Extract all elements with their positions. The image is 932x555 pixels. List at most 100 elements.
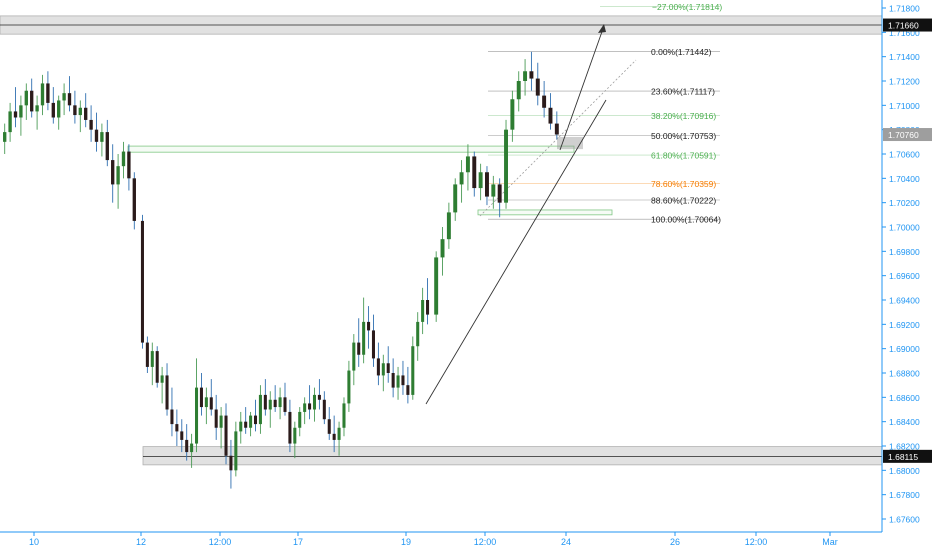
- candle-body[interactable]: [46, 83, 50, 103]
- candle-body[interactable]: [116, 166, 120, 185]
- candle-body[interactable]: [35, 105, 39, 112]
- candle-body[interactable]: [421, 300, 425, 322]
- candle-body[interactable]: [234, 431, 238, 471]
- candle-body[interactable]: [485, 172, 489, 197]
- candle-body[interactable]: [504, 129, 508, 203]
- candle-body[interactable]: [127, 151, 131, 179]
- candle-body[interactable]: [67, 93, 72, 106]
- candle-body[interactable]: [416, 321, 420, 347]
- candle-body[interactable]: [440, 239, 445, 258]
- candle-body[interactable]: [24, 90, 28, 106]
- candle-body[interactable]: [111, 160, 115, 185]
- candle-body[interactable]: [308, 403, 312, 410]
- candle-body[interactable]: [381, 363, 385, 376]
- candle-body[interactable]: [434, 257, 439, 315]
- candle-body[interactable]: [298, 411, 302, 428]
- candle-body[interactable]: [209, 397, 213, 410]
- candle-body[interactable]: [401, 375, 405, 386]
- target-arrow-line[interactable]: [559, 25, 605, 151]
- candle-body[interactable]: [523, 71, 528, 81]
- candle-body[interactable]: [94, 129, 99, 142]
- support-zone[interactable]: [142, 446, 883, 466]
- candle-body[interactable]: [446, 212, 451, 240]
- candle-body[interactable]: [273, 399, 277, 408]
- candle-body[interactable]: [510, 99, 515, 130]
- candle-body[interactable]: [337, 427, 341, 440]
- candle-body[interactable]: [100, 132, 104, 142]
- candle-body[interactable]: [342, 403, 346, 428]
- candle-body[interactable]: [472, 156, 477, 189]
- candle-body[interactable]: [249, 415, 253, 428]
- candle-body[interactable]: [30, 90, 34, 112]
- candle-body[interactable]: [529, 71, 534, 79]
- candle-body[interactable]: [180, 431, 184, 440]
- candle-body[interactable]: [3, 132, 7, 142]
- candle-body[interactable]: [132, 178, 136, 221]
- candle-body[interactable]: [406, 385, 410, 395]
- candle-body[interactable]: [459, 172, 464, 185]
- candle-body[interactable]: [352, 342, 356, 371]
- candle-body[interactable]: [548, 107, 553, 124]
- candle-body[interactable]: [51, 102, 55, 118]
- candle-body[interactable]: [491, 184, 496, 197]
- candle-body[interactable]: [185, 439, 189, 453]
- candle-body[interactable]: [411, 346, 415, 395]
- candle-body[interactable]: [170, 409, 174, 425]
- candle-body[interactable]: [19, 105, 23, 118]
- candle-body[interactable]: [199, 387, 203, 408]
- candle-body[interactable]: [214, 409, 218, 428]
- candle-body[interactable]: [13, 111, 18, 118]
- candle-body[interactable]: [312, 394, 317, 410]
- candle-body[interactable]: [239, 421, 243, 432]
- candle-body[interactable]: [478, 172, 483, 189]
- candle-body[interactable]: [465, 156, 470, 173]
- candle-body[interactable]: [244, 421, 248, 428]
- price-axis[interactable]: 1.718001.716001.714001.712001.710001.708…: [881, 0, 920, 532]
- trend-line-rising[interactable]: [425, 99, 607, 405]
- candle-body[interactable]: [263, 394, 267, 410]
- candle-body[interactable]: [219, 415, 223, 428]
- candle-body[interactable]: [190, 443, 194, 453]
- candle-body[interactable]: [253, 415, 258, 425]
- candle-body[interactable]: [293, 427, 297, 444]
- candle-body[interactable]: [258, 394, 262, 425]
- candle-body[interactable]: [535, 78, 540, 96]
- candle-body[interactable]: [367, 321, 371, 331]
- candle-body[interactable]: [62, 93, 66, 101]
- candle-body[interactable]: [426, 300, 430, 315]
- candle-body[interactable]: [150, 351, 154, 367]
- candle-body[interactable]: [175, 424, 179, 432]
- candle-body[interactable]: [278, 397, 282, 408]
- candle-body[interactable]: [57, 100, 61, 118]
- candle-body[interactable]: [371, 330, 375, 359]
- candle-body[interactable]: [516, 81, 521, 100]
- candle-body[interactable]: [357, 342, 361, 355]
- candle-body[interactable]: [268, 399, 272, 410]
- candle-body[interactable]: [332, 433, 336, 440]
- candle-body[interactable]: [145, 342, 149, 367]
- candle-body[interactable]: [317, 394, 321, 400]
- candle-body[interactable]: [121, 151, 126, 167]
- candle-body[interactable]: [497, 184, 502, 203]
- candle-body[interactable]: [542, 95, 547, 108]
- candle-body[interactable]: [89, 119, 93, 130]
- candle-body[interactable]: [322, 399, 326, 420]
- candle-body[interactable]: [376, 358, 380, 376]
- candle-body[interactable]: [224, 415, 228, 456]
- candle-body[interactable]: [303, 403, 307, 412]
- candle-body[interactable]: [554, 123, 559, 135]
- candle-body[interactable]: [288, 411, 292, 444]
- candle-body[interactable]: [78, 107, 82, 116]
- candle-body[interactable]: [165, 375, 169, 410]
- candle-body[interactable]: [283, 397, 287, 412]
- candle-body[interactable]: [155, 351, 159, 383]
- candle-body[interactable]: [40, 83, 45, 106]
- candle-body[interactable]: [204, 397, 208, 408]
- candle-body[interactable]: [327, 419, 331, 434]
- candle-body[interactable]: [195, 387, 199, 444]
- candle-body[interactable]: [105, 132, 109, 161]
- candle-body[interactable]: [347, 370, 351, 404]
- candle-body[interactable]: [73, 105, 77, 116]
